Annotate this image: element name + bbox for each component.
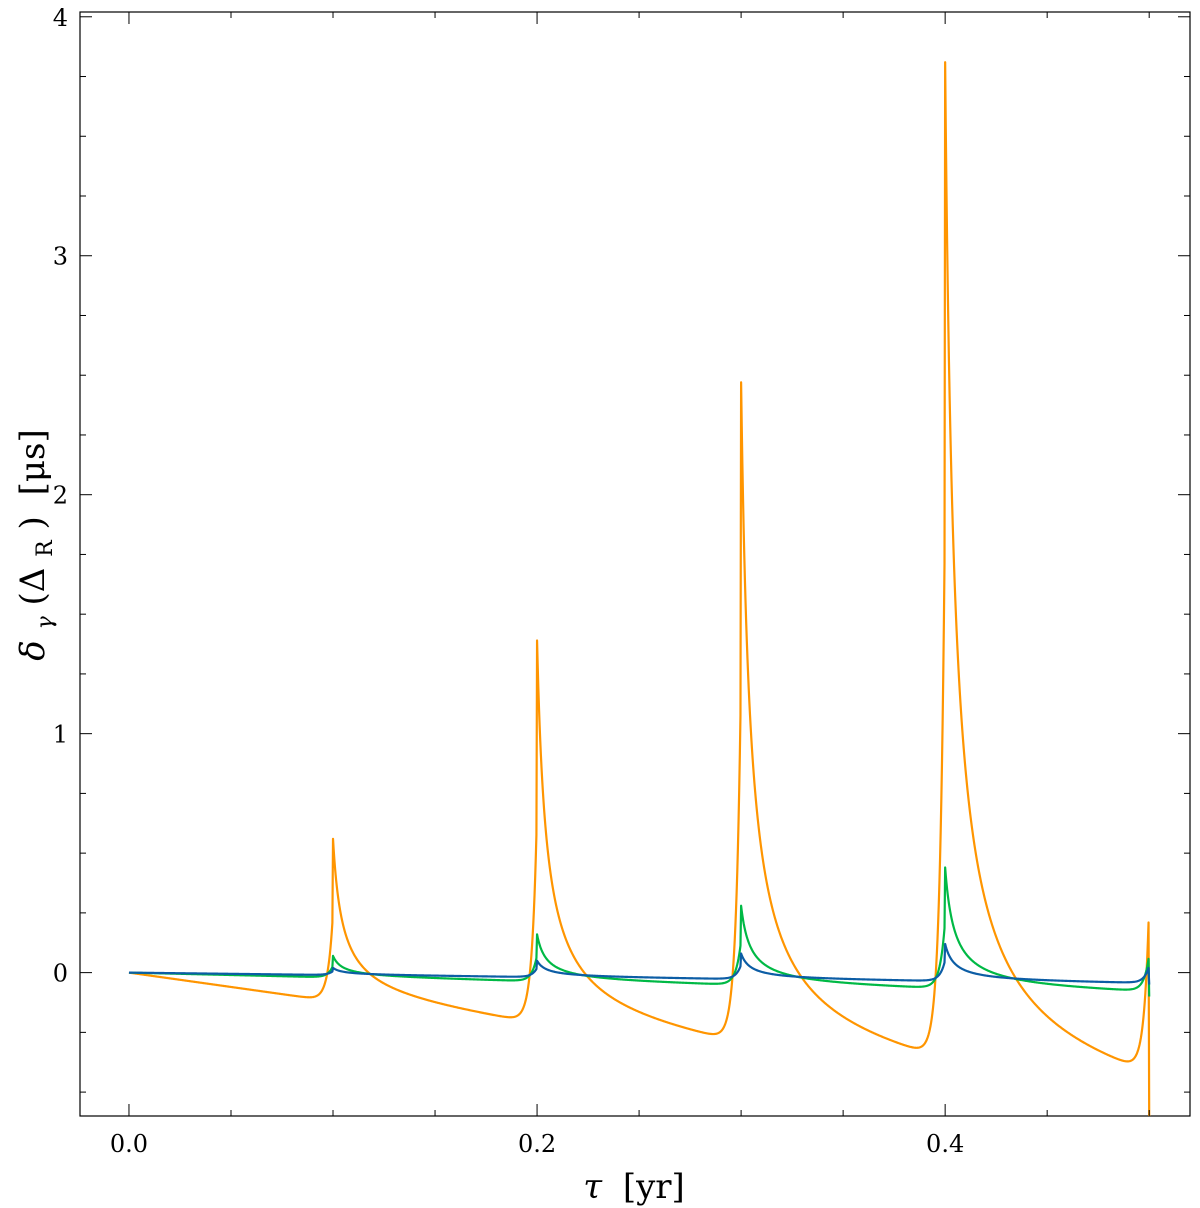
x-axis-unit: [yr] <box>623 1167 685 1207</box>
y-axis-label: δ γ (Δ R ) [μs] <box>13 429 61 660</box>
series-layer <box>128 61 1151 1117</box>
axis-ticks: 0.0 0.2 0.4 0 1 2 3 4 <box>53 4 1190 1158</box>
x-axis-symbol: τ <box>583 1167 603 1207</box>
plot-border <box>79 11 1191 1117</box>
y-tick-label: 1 <box>53 721 68 749</box>
y-tick-label: 0 <box>53 960 68 988</box>
series-line <box>128 61 1151 1117</box>
axis-labels: τ [yr] δ γ (Δ R ) [μs] <box>13 429 685 1207</box>
series-line <box>128 942 1151 985</box>
y-tick-label: 3 <box>53 243 68 271</box>
y-axis-arg-open: (Δ <box>13 568 53 606</box>
y-tick-label: 4 <box>53 4 68 32</box>
y-axis-unit: [μs] <box>13 429 53 495</box>
y-axis-symbol: δ <box>13 640 53 660</box>
series-line <box>128 866 1151 997</box>
x-tick-label: 0.2 <box>518 1130 556 1158</box>
y-axis-arg-close: ) <box>13 516 53 529</box>
x-tick-label: 0.0 <box>110 1130 148 1158</box>
y-axis-symbol-subscript: γ <box>33 615 58 629</box>
y-tick-label: 2 <box>53 482 68 510</box>
x-axis-label: τ [yr] <box>583 1167 685 1207</box>
x-tick-label: 0.4 <box>926 1130 964 1158</box>
plot-area <box>79 11 1191 1117</box>
y-axis-arg-subscript: R <box>33 539 58 557</box>
